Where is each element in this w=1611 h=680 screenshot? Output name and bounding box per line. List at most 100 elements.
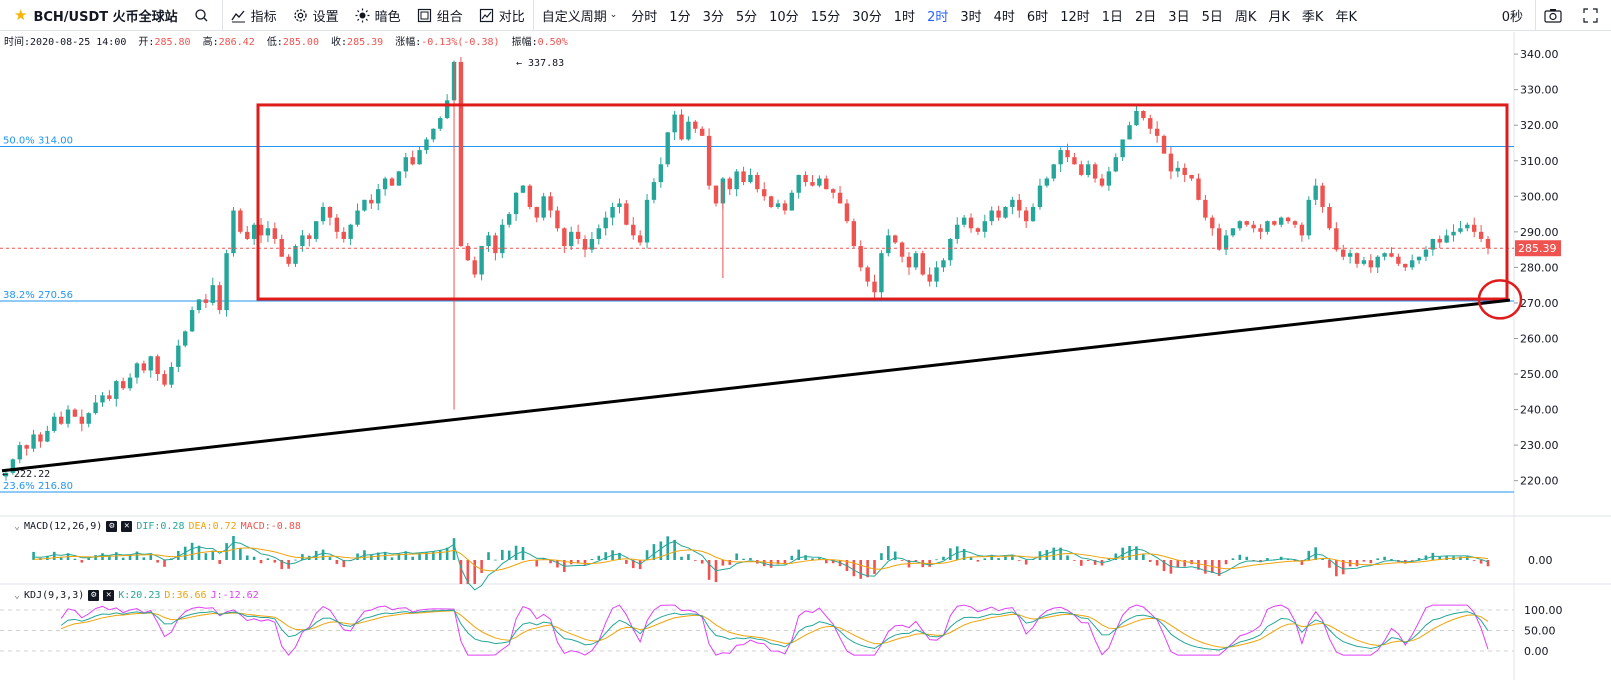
- price-chart[interactable]: 340.00 330.00 320.00 310.00 300.00 290.00 280.…: [0, 32, 1611, 680]
- macd-histogram-bar: [783, 560, 787, 565]
- period-13[interactable]: 1日: [1101, 9, 1124, 25]
- candle-body: [1272, 221, 1277, 225]
- candle-body: [1478, 231, 1484, 239]
- symbol-selector[interactable]: ★ BCH/USDT 火币全球站: [0, 0, 186, 31]
- candle-body: [1244, 221, 1249, 225]
- period-8[interactable]: 2时: [927, 9, 949, 25]
- candle-body: [258, 224, 264, 236]
- period-17[interactable]: 周K: [1234, 9, 1257, 25]
- macd-histogram-bar: [707, 560, 711, 580]
- candle-body: [596, 228, 601, 239]
- candle-body: [865, 267, 870, 282]
- period-5[interactable]: 15分: [810, 9, 841, 25]
- combine-button[interactable]: 组合: [409, 0, 471, 31]
- macd-histogram-bar: [480, 560, 483, 573]
- period-19[interactable]: 季K: [1301, 9, 1324, 25]
- macd-histogram-bar: [1286, 559, 1290, 560]
- macd-histogram-bar: [52, 551, 56, 560]
- macd-histogram-bar: [680, 556, 683, 560]
- candle-body: [52, 416, 57, 431]
- macd-histogram-bar: [631, 560, 635, 569]
- candle-body: [362, 199, 367, 211]
- macd-histogram-bar: [1204, 560, 1207, 574]
- theme-toggle-button[interactable]: 暗色: [347, 0, 409, 31]
- period-6[interactable]: 30分: [852, 9, 882, 25]
- candle-body: [1141, 110, 1146, 119]
- fullscreen-button[interactable]: [1575, 0, 1611, 31]
- candle-body: [1230, 228, 1236, 236]
- candle-body: [320, 206, 326, 222]
- macd-histogram-bar: [521, 547, 525, 560]
- candle-body: [741, 171, 746, 183]
- kdj-axis-label: 100.00: [1524, 604, 1563, 617]
- macd-histogram-bar: [1017, 560, 1021, 561]
- compare-icon: [479, 8, 493, 22]
- period-16[interactable]: 5日: [1201, 9, 1223, 25]
- period-11[interactable]: 6时: [1026, 9, 1049, 25]
- close-value: 285.39: [347, 37, 384, 48]
- symbol-search-button[interactable]: [186, 0, 222, 31]
- indicators-button[interactable]: 指标: [223, 0, 285, 31]
- collapse-icon[interactable]: ⌄: [14, 590, 21, 601]
- macd-histogram-bar: [280, 560, 284, 570]
- period-7[interactable]: 1时: [893, 9, 916, 25]
- period-3[interactable]: 5分: [735, 9, 758, 25]
- period-0[interactable]: 分时: [631, 9, 658, 25]
- macd-histogram-bar: [32, 551, 35, 560]
- period-1[interactable]: 1分: [669, 9, 691, 25]
- macd-histogram-bar: [1321, 558, 1324, 560]
- settings-button[interactable]: 设置: [285, 0, 347, 31]
- macd-histogram-bar: [418, 552, 421, 560]
- macd-histogram-bar: [735, 553, 738, 560]
- custom-period-dropdown[interactable]: 自定义周期 ⌄: [534, 0, 626, 31]
- macd-histogram-bar: [46, 555, 49, 560]
- candle-body: [982, 221, 988, 232]
- screenshot-button[interactable]: [1536, 0, 1575, 31]
- period-2[interactable]: 3分: [702, 9, 724, 25]
- candle-body: [748, 174, 753, 183]
- macd-histogram-bar: [1224, 560, 1228, 565]
- macd-histogram-bar: [859, 560, 863, 579]
- macd-histogram-bar: [500, 549, 504, 560]
- macd-histogram-bar: [1383, 556, 1386, 560]
- compare-button[interactable]: 对比: [471, 0, 533, 31]
- candle-body: [1354, 253, 1360, 264]
- macd-histogram-bar: [494, 559, 497, 561]
- macd-histogram-bar: [804, 555, 807, 560]
- period-18[interactable]: 月K: [1268, 9, 1290, 25]
- kdj-settings-icon[interactable]: ⚙: [88, 590, 100, 601]
- candle-body: [1210, 217, 1215, 229]
- candle-body: [1437, 238, 1442, 243]
- macd-histogram-bar: [1252, 560, 1255, 561]
- trendline: [1, 298, 1511, 473]
- candle-body: [658, 164, 664, 183]
- macd-close-icon[interactable]: ✕: [121, 521, 133, 532]
- candle-body: [155, 356, 160, 375]
- kdj-close-icon[interactable]: ✕: [103, 590, 115, 601]
- macd-settings-icon[interactable]: ⚙: [106, 521, 118, 532]
- candle-body: [1065, 150, 1070, 158]
- period-15[interactable]: 3日: [1168, 9, 1190, 25]
- macd-histogram-bar: [1362, 560, 1366, 562]
- fib-level-label: 23.6% 216.80: [3, 481, 73, 492]
- period-12[interactable]: 12时: [1060, 9, 1090, 25]
- range-box: [256, 103, 1509, 301]
- candle-body: [837, 192, 843, 204]
- period-14[interactable]: 2日: [1135, 9, 1157, 25]
- candle-body: [1086, 164, 1091, 175]
- period-4[interactable]: 10分: [769, 9, 799, 25]
- macd-histogram-bar: [1045, 549, 1049, 560]
- macd-histogram-bar: [1424, 555, 1428, 560]
- candle-body: [762, 189, 767, 197]
- collapse-icon[interactable]: ⌄: [14, 521, 21, 532]
- favorite-star-icon[interactable]: ★: [14, 6, 28, 24]
- candle-body: [389, 178, 395, 186]
- period-10[interactable]: 4时: [993, 9, 1015, 25]
- candle-body: [1023, 210, 1029, 222]
- candle-body: [1334, 228, 1339, 250]
- candle-body: [1306, 199, 1311, 236]
- candle-body: [1485, 238, 1491, 249]
- period-9[interactable]: 3时: [960, 9, 982, 25]
- period-20[interactable]: 年K: [1335, 9, 1357, 25]
- kdj-axis-label: 50.00: [1524, 625, 1556, 638]
